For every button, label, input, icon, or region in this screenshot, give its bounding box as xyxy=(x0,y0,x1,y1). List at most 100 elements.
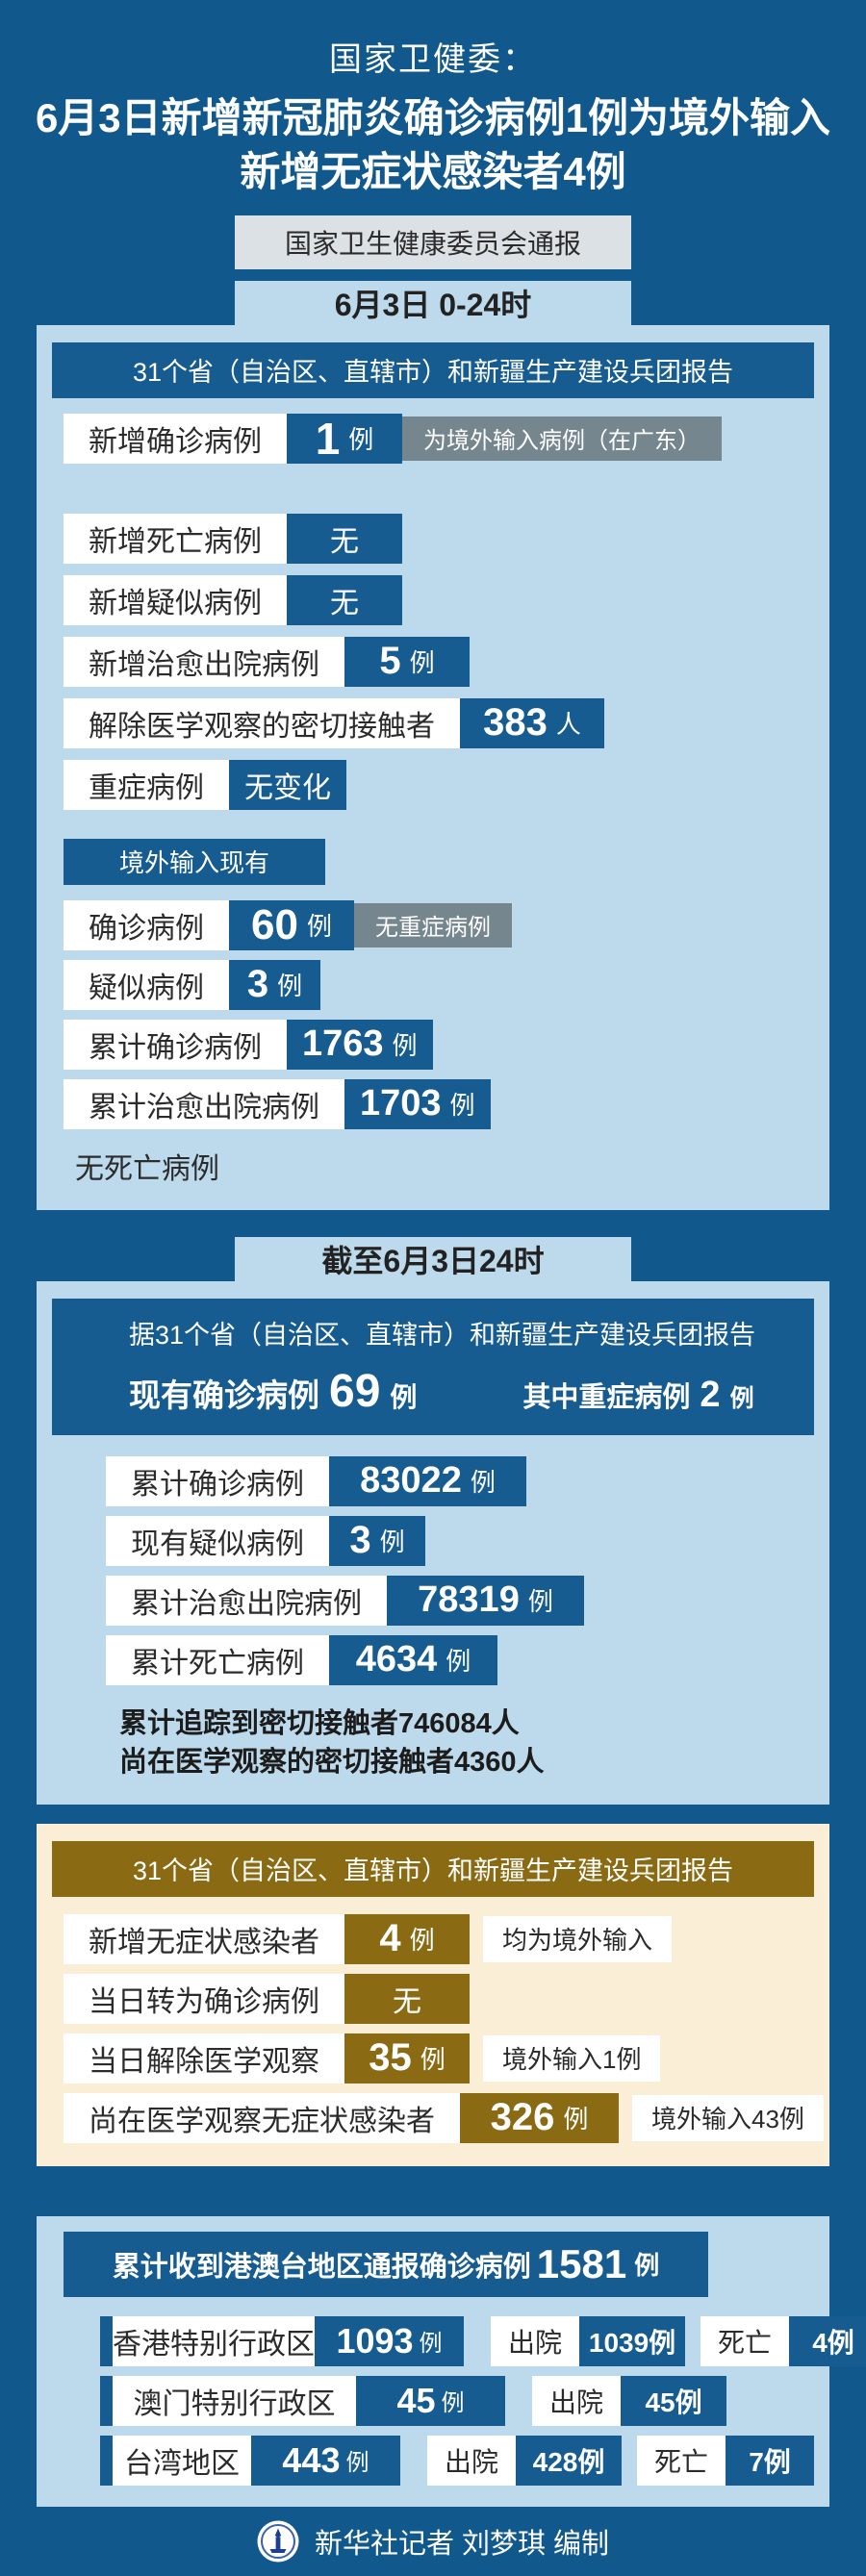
current-confirmed-unit: 例 xyxy=(390,1381,418,1412)
stat-number: 无 xyxy=(330,525,359,558)
stat-label: 累计确诊病例 xyxy=(64,1019,287,1070)
stat-label: 疑似病例 xyxy=(64,959,229,1010)
stat-value: 无变化 xyxy=(229,759,346,810)
current-confirmed-number: 69 xyxy=(329,1365,381,1417)
stat-value: 383 人 xyxy=(460,697,604,748)
stat-label: 新增无症状感染者 xyxy=(64,1913,344,1964)
stat-row-new-deaths: 新增死亡病例 无 xyxy=(64,513,814,564)
region-confirmed-number: 443 xyxy=(282,2439,341,2480)
stat-value: 3 例 xyxy=(229,959,320,1010)
region-confirmed-unit: 例 xyxy=(345,2450,369,2477)
current-confirmed-highlight: 现有确诊病例 69 例 其中重症病例 2 例 xyxy=(129,1365,795,1418)
stat-note: 无重症病例 xyxy=(354,902,512,947)
stat-value: 无 xyxy=(344,1973,470,2024)
footer: 新华社记者 刘梦琪 编制 xyxy=(0,2507,866,2576)
banner-hmt-total: 累计收到港澳台地区通报确诊病例 1581 例 xyxy=(64,2231,708,2297)
report-line: 据31个省（自治区、直辖市）和新疆生产建设兵团报告 xyxy=(129,1320,756,1350)
region-label: 台湾地区 xyxy=(100,2435,251,2486)
stat-unit: 例 xyxy=(527,1587,553,1617)
stat-value: 4 例 xyxy=(344,1913,470,1964)
stat-label: 累计治愈出院病例 xyxy=(64,1078,344,1129)
stat-value: 无 xyxy=(287,513,402,564)
stat-row-new-suspected: 新增疑似病例 无 xyxy=(64,574,814,625)
stat-unit: 例 xyxy=(277,972,303,1001)
region-row-taiwan: 台湾地区 443 例 出院 428例 死亡 7例 xyxy=(100,2435,814,2486)
stat-unit: 人 xyxy=(555,710,581,740)
contact-line-1: 累计追踪到密切接触者746084人 xyxy=(119,1707,520,1739)
severe-number: 2 xyxy=(700,1374,721,1415)
stat-value: 无 xyxy=(287,574,402,625)
stat-unit: 例 xyxy=(348,425,374,455)
stat-row-imported-cum-confirmed: 累计确诊病例 1763 例 xyxy=(64,1019,814,1070)
deaths-value: 7例 xyxy=(726,2435,814,2486)
panel-cumulative: 据31个省（自治区、直辖市）和新疆生产建设兵团报告 现有确诊病例 69 例 其中… xyxy=(37,1280,829,1805)
region-confirmed-number: 45 xyxy=(396,2380,436,2420)
header: 国家卫健委： 6月3日新增新冠肺炎确诊病例1例为境外输入 新增无症状感染者4例 … xyxy=(0,0,866,269)
region-confirmed-unit: 例 xyxy=(419,2331,443,2358)
stat-label: 当日转为确诊病例 xyxy=(64,1973,344,2024)
stat-unit: 例 xyxy=(379,1528,405,1557)
stat-note: 境外输入1例 xyxy=(483,2034,661,2082)
xinhua-logo-icon xyxy=(257,2520,299,2563)
region-label: 澳门特别行政区 xyxy=(100,2375,356,2426)
discharged-value: 1039例 xyxy=(579,2315,686,2366)
stat-label: 重症病例 xyxy=(64,759,229,810)
stat-number: 无 xyxy=(393,1985,421,2018)
discharged-value: 428例 xyxy=(515,2435,622,2486)
stat-row-converted-confirmed: 当日转为确诊病例 无 xyxy=(64,1973,814,2024)
stat-row-new-confirmed: 新增确诊病例 1 例 为境外输入病例（在广东） xyxy=(64,413,814,464)
stat-value: 83022 例 xyxy=(329,1455,526,1506)
stat-number: 326 xyxy=(490,2096,555,2139)
stat-row-released-observation: 当日解除医学观察 35 例 境外输入1例 xyxy=(64,2033,814,2084)
discharged-value: 45例 xyxy=(621,2375,727,2426)
region-confirmed-unit: 例 xyxy=(441,2390,465,2417)
stat-value: 35 例 xyxy=(344,2033,470,2084)
stat-note: 为境外输入病例（在广东） xyxy=(402,416,722,461)
stat-row-severe-cases: 重症病例 无变化 xyxy=(64,759,814,810)
stat-row-cum-confirmed: 累计确诊病例 83022 例 xyxy=(106,1455,814,1506)
stat-unit: 例 xyxy=(563,2105,589,2134)
source-badge: 国家卫生健康委员会通报 xyxy=(235,215,631,269)
hmt-banner-text: 累计收到港澳台地区通报确诊病例 xyxy=(112,2251,531,2283)
region-confirmed: 1093 例 xyxy=(315,2315,464,2366)
stat-value: 60 例 xyxy=(229,899,354,950)
banner-imported-current: 境外输入现有 xyxy=(64,838,325,885)
contact-line-2: 尚在医学观察的密切接触者4360人 xyxy=(119,1746,545,1778)
title-line-1: 6月3日新增新冠肺炎确诊病例1例为境外输入 xyxy=(35,95,831,140)
stat-label: 尚在医学观察无症状感染者 xyxy=(64,2092,460,2143)
severe-label: 其中重症病例 xyxy=(522,1381,691,1413)
stat-number: 3 xyxy=(349,1519,371,1562)
stat-number: 4634 xyxy=(355,1639,438,1680)
discharged-label: 出院 xyxy=(491,2315,580,2366)
discharged-label: 出院 xyxy=(532,2375,622,2426)
stat-note: 境外输入43例 xyxy=(632,2094,824,2141)
stat-number: 83022 xyxy=(360,1460,462,1502)
stat-label: 解除医学观察的密切接触者 xyxy=(64,697,460,748)
panel-asymptomatic: 31个省（自治区、直辖市）和新疆生产建设兵团报告 新增无症状感染者 4 例 均为… xyxy=(37,1823,829,2166)
tab-cumulative-period: 截至6月3日24时 xyxy=(235,1236,631,1281)
region-row-hongkong: 香港特别行政区 1093 例 出院 1039例 死亡 4例 xyxy=(100,2315,866,2366)
panel-hmt: 累计收到港澳台地区通报确诊病例 1581 例 香港特别行政区 1093 例 出院… xyxy=(37,2215,866,2507)
stat-row-new-asymptomatic: 新增无症状感染者 4 例 均为境外输入 xyxy=(64,1913,814,1964)
stat-unit: 例 xyxy=(449,1091,475,1121)
stat-value: 1763 例 xyxy=(287,1019,433,1070)
stat-label: 新增死亡病例 xyxy=(64,513,287,564)
deaths-value: 4例 xyxy=(789,2315,866,2366)
stat-row-imported-suspected: 疑似病例 3 例 xyxy=(64,959,814,1010)
stat-number: 1 xyxy=(315,413,341,464)
stat-number: 383 xyxy=(483,701,548,745)
stat-value: 326 例 xyxy=(460,2092,619,2143)
stat-label: 新增疑似病例 xyxy=(64,574,287,625)
title-line-2: 新增无症状感染者4例 xyxy=(240,149,626,195)
stat-value: 1 例 xyxy=(287,413,402,464)
stat-number: 60 xyxy=(251,900,298,948)
page-title: 6月3日新增新冠肺炎确诊病例1例为境外输入 新增无症状感染者4例 xyxy=(0,91,866,200)
stat-number: 1703 xyxy=(360,1083,442,1124)
deaths-label: 死亡 xyxy=(700,2315,790,2366)
stat-label: 累计确诊病例 xyxy=(106,1455,329,1506)
region-confirmed: 443 例 xyxy=(250,2435,400,2486)
stat-label: 新增治愈出院病例 xyxy=(64,636,344,687)
stat-number: 1763 xyxy=(302,1023,384,1065)
region-confirmed: 45 例 xyxy=(356,2375,505,2426)
